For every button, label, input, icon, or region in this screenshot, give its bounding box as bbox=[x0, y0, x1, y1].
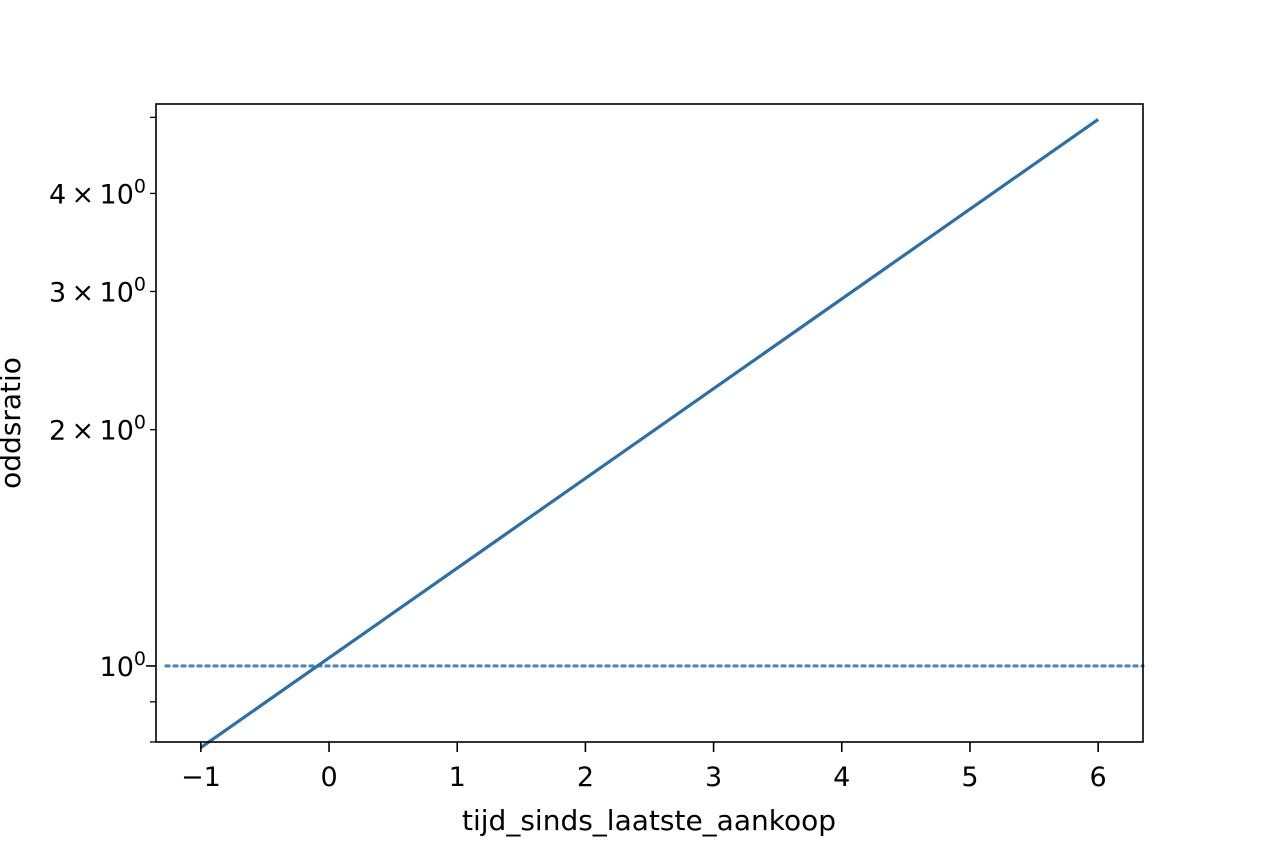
x-tick-label: 5 bbox=[961, 762, 978, 793]
x-tick-label: −1 bbox=[181, 762, 221, 793]
x-tick-label: 6 bbox=[1090, 762, 1107, 793]
y-tick-label: 2 × 100 bbox=[49, 412, 146, 447]
plot-background bbox=[156, 104, 1143, 742]
x-tick-label: 1 bbox=[449, 762, 466, 793]
x-tick-label: 2 bbox=[577, 762, 594, 793]
x-tick-layer: −1 0 1 2 3 4 5 6 bbox=[181, 742, 1107, 793]
y-axis-title: oddsratio bbox=[0, 357, 27, 489]
x-tick-label: 3 bbox=[705, 762, 722, 793]
plot-frame bbox=[155, 103, 1144, 743]
x-tick-label: 0 bbox=[320, 762, 337, 793]
x-axis-title: tijd_sinds_laatste_aankoop bbox=[462, 804, 836, 837]
x-tick-label: 4 bbox=[833, 762, 850, 793]
y-tick-layer: 100 2 × 100 3 × 100 4 × 100 bbox=[49, 116, 156, 743]
y-tick-label: 100 bbox=[100, 648, 146, 683]
series-line bbox=[199, 118, 1100, 749]
y-tick-label: 3 × 100 bbox=[49, 273, 146, 308]
series-layer bbox=[199, 118, 1100, 749]
y-tick-label: 4 × 100 bbox=[49, 175, 146, 210]
